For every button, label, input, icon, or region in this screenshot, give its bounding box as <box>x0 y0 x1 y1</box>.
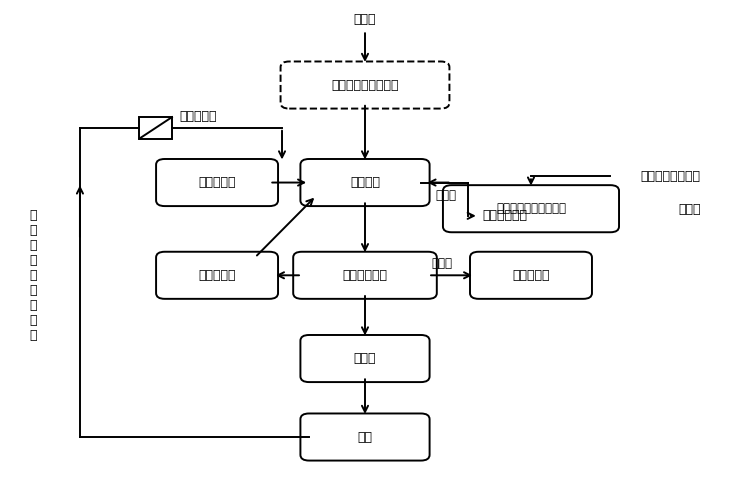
Text: 工艺水系统: 工艺水系统 <box>199 176 236 189</box>
Text: 引风机: 引风机 <box>354 352 376 365</box>
Text: 消石灰（电石渣）: 消石灰（电石渣） <box>641 170 701 183</box>
FancyBboxPatch shape <box>443 185 619 232</box>
FancyBboxPatch shape <box>301 159 429 206</box>
FancyBboxPatch shape <box>156 159 278 206</box>
Bar <box>139 117 172 138</box>
Text: 烟囱: 烟囱 <box>358 431 372 443</box>
FancyBboxPatch shape <box>156 252 278 299</box>
Text: 预除尘系统（可选）: 预除尘系统（可选） <box>331 78 399 91</box>
Text: 副产物系统: 副产物系统 <box>512 269 550 282</box>
Text: 清
洁
烟
气
再
循
环
系
统: 清 洁 烟 气 再 循 环 系 统 <box>29 209 36 342</box>
FancyBboxPatch shape <box>301 413 429 461</box>
Text: 原烟气: 原烟气 <box>354 13 376 26</box>
Text: 脱硫除尘系统: 脱硫除尘系统 <box>342 269 388 282</box>
Text: 再循环风挡: 再循环风挡 <box>179 110 217 123</box>
Text: 吸收剂: 吸收剂 <box>435 189 456 202</box>
FancyBboxPatch shape <box>470 252 592 299</box>
Text: 吸收剂制备及供应系统: 吸收剂制备及供应系统 <box>496 202 566 215</box>
Text: 灰循环系统: 灰循环系统 <box>199 269 236 282</box>
Text: 吸收系统: 吸收系统 <box>350 176 380 189</box>
Text: 生石灰: 生石灰 <box>678 203 701 216</box>
Text: 副产物: 副产物 <box>431 257 453 270</box>
FancyBboxPatch shape <box>301 335 429 382</box>
FancyBboxPatch shape <box>293 252 437 299</box>
FancyBboxPatch shape <box>280 61 450 108</box>
Text: 事故排灰装置: 事故排灰装置 <box>483 210 527 222</box>
